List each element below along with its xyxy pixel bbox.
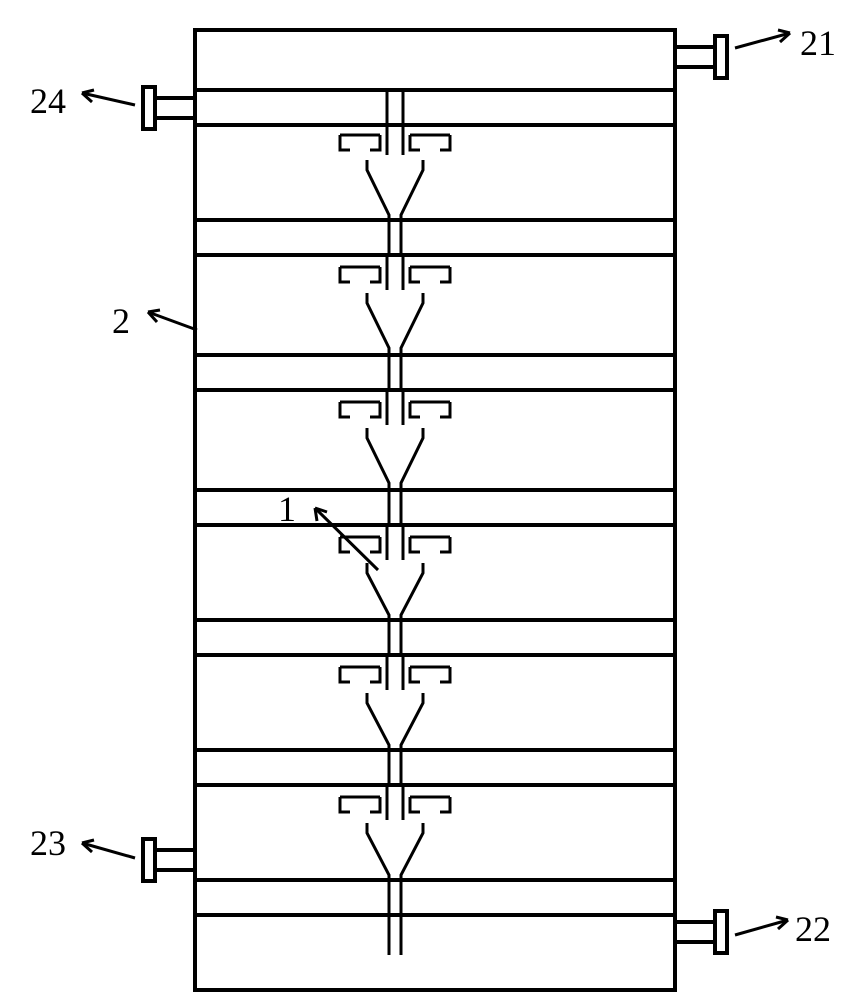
label-21: 21 [800, 22, 836, 64]
vessel-outline [195, 30, 675, 990]
port-23 [143, 839, 195, 881]
funnel-stage-3 [340, 402, 450, 525]
leader-arrows [82, 30, 790, 935]
port-21 [675, 36, 727, 78]
label-24: 24 [30, 80, 66, 122]
label-23: 23 [30, 822, 66, 864]
label-1: 1 [278, 488, 296, 530]
funnel-stage-6 [340, 797, 450, 955]
funnel-stage-4 [340, 537, 450, 655]
funnel-stage-1 [340, 135, 450, 255]
port-22 [675, 911, 727, 953]
schematic-svg [0, 0, 862, 1000]
funnel-stage-5 [340, 667, 450, 785]
diagram-container: 21 24 2 1 23 22 [0, 0, 862, 1000]
funnel-stage-2 [340, 267, 450, 390]
port-24 [143, 87, 195, 129]
label-22: 22 [795, 908, 831, 950]
label-2: 2 [112, 300, 130, 342]
